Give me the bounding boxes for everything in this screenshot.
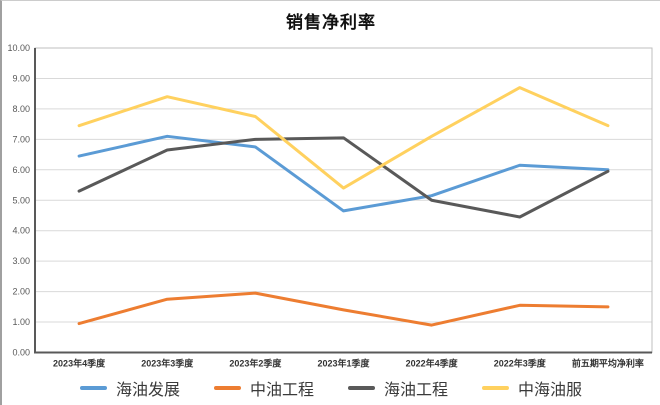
axis-lines <box>34 48 652 354</box>
legend-swatch-icon <box>213 386 241 390</box>
x-tick-label: 2022年3季度 <box>494 358 547 369</box>
series-line-1 <box>77 291 610 327</box>
legend-label: 海油工程 <box>384 380 449 399</box>
y-tick-label: 9.00 <box>12 73 30 83</box>
legend-item-3: 中海油服 <box>482 376 582 400</box>
y-tick-label: 1.00 <box>12 317 30 327</box>
y-tick-label: 10.00 <box>7 43 30 53</box>
legend-item-1: 中油工程 <box>213 376 314 400</box>
x-tick-label: 2023年3季度 <box>141 358 194 369</box>
legend-item-2: 海油工程 <box>348 376 448 400</box>
series-line-0 <box>77 134 610 213</box>
x-tick-label: 2022年4季度 <box>406 358 459 369</box>
legend-swatch-icon <box>482 386 510 390</box>
y-tick-label: 3.00 <box>12 256 30 266</box>
y-tick-label: 5.00 <box>12 195 30 205</box>
y-tick-label: 0.00 <box>12 348 30 358</box>
y-tick-label: 7.00 <box>12 134 30 144</box>
legend: 海油发展 中油工程 海油工程 中海油服 <box>2 373 660 403</box>
y-tick-label: 6.00 <box>12 165 30 175</box>
legend-label: 中油工程 <box>249 380 314 399</box>
x-tick-label: 2023年4季度 <box>53 358 106 369</box>
chart-title: 销售净利率 <box>286 13 376 33</box>
y-tick-label: 2.00 <box>12 287 30 297</box>
series-line-2 <box>77 136 610 219</box>
legend-label: 海油发展 <box>115 380 180 399</box>
y-tick-label: 8.00 <box>12 104 30 114</box>
x-tick-label: 前五期平均净利率 <box>572 358 644 369</box>
x-tick-label: 2023年2季度 <box>229 358 282 369</box>
y-tick-label: 4.00 <box>12 226 30 236</box>
legend-item-0: 海油发展 <box>79 376 180 400</box>
series-line-3 <box>77 86 610 190</box>
legend-label: 中海油服 <box>518 380 583 399</box>
legend-swatch-icon <box>348 386 375 390</box>
legend-swatch-icon <box>79 386 107 390</box>
x-tick-label: 2023年1季度 <box>317 358 370 369</box>
